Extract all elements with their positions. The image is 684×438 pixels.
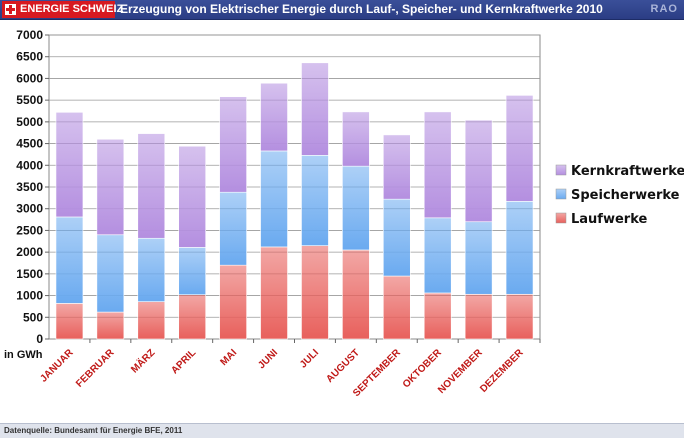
- y-tick-label: 7000: [16, 28, 43, 42]
- y-tick-label: 6500: [16, 50, 43, 64]
- bar-kernkraftwerke: [219, 96, 247, 193]
- bar-kernkraftwerke: [96, 138, 125, 236]
- y-axis-label: in GWh: [4, 349, 43, 361]
- y-tick-label: 2500: [16, 223, 43, 237]
- x-tick-label: JANUAR: [38, 347, 76, 385]
- x-tick-label: APRIL: [169, 347, 198, 376]
- x-tick-label: MÄRZ: [128, 346, 158, 376]
- y-tick-label: 4500: [16, 137, 43, 151]
- bar-laufwerke: [55, 303, 84, 340]
- y-tick-label: 5500: [16, 93, 43, 107]
- x-tick-label: OKTOBER: [401, 347, 445, 391]
- x-tick-label: JULI: [298, 347, 321, 370]
- x-tick-label: AUGUST: [324, 347, 362, 385]
- title-text: Erzeugung von Elektrischer Energie durch…: [120, 2, 573, 16]
- bar-speicherwerke: [260, 150, 288, 248]
- footer-bar: Datenquelle: Bundesamt für Energie BFE, …: [0, 423, 684, 438]
- bar-laufwerke: [96, 311, 125, 340]
- bar-speicherwerke: [55, 216, 84, 304]
- bar-speicherwerke: [137, 237, 166, 302]
- y-tick-label: 1000: [16, 289, 43, 303]
- bar-kernkraftwerke: [342, 111, 370, 167]
- bar-speicherwerke: [219, 191, 247, 266]
- legend-label: Laufwerke: [571, 212, 648, 227]
- x-tick-label: DEZEMBER: [478, 347, 526, 395]
- header-bar: ENERGIE SCHWEIZ Erzeugung von Elektrisch…: [0, 0, 684, 20]
- bar-speicherwerke: [505, 201, 534, 295]
- stacked-bar-chart: 0 500 1000 1500 2000 2500 3000 3500 4000 4500 5000…: [4, 28, 684, 399]
- swiss-flag-icon: [5, 4, 16, 15]
- y-tick-label: 500: [23, 310, 43, 324]
- bar-kernkraftwerke: [137, 133, 166, 239]
- bar-speicherwerke: [423, 217, 452, 294]
- y-tick-label: 3500: [16, 180, 43, 194]
- bar-laufwerke: [260, 246, 288, 340]
- bar-laufwerke: [301, 245, 329, 340]
- x-tick-label: FEBRUAR: [74, 347, 117, 390]
- y-tick-label: 6000: [16, 71, 43, 85]
- legend-swatch: [555, 188, 567, 200]
- x-tick-label: NOVEMBER: [436, 347, 485, 396]
- bar-kernkraftwerke: [178, 145, 207, 248]
- y-tick-label: 0: [36, 332, 43, 346]
- bar-speicherwerke: [178, 247, 207, 296]
- bar-speicherwerke: [342, 165, 370, 251]
- legend-label: Kernkraftwerke: [571, 164, 684, 179]
- bar-speicherwerke: [382, 198, 411, 277]
- y-tick-label: 5000: [16, 115, 43, 129]
- energie-schweiz-logo: ENERGIE SCHWEIZ: [2, 1, 123, 18]
- y-tick-label: 1500: [16, 267, 43, 281]
- bar-kernkraftwerke: [423, 111, 452, 219]
- bar-laufwerke: [505, 293, 534, 340]
- bar-speicherwerke: [96, 234, 125, 313]
- x-tick-label: JUNI: [256, 347, 280, 371]
- rao-logo: RAO: [650, 3, 678, 15]
- legend-label: Speicherwerke: [571, 188, 680, 203]
- bar-laufwerke: [423, 292, 452, 340]
- bar-laufwerke: [178, 294, 207, 340]
- bar-laufwerke: [342, 249, 370, 340]
- legend-swatch: [555, 212, 567, 224]
- bar-kernkraftwerke: [382, 134, 411, 200]
- x-tick-label: MAI: [218, 347, 239, 368]
- bar-laufwerke: [137, 301, 166, 340]
- chart-title: Erzeugung von Elektrischer Energie durch…: [120, 0, 603, 19]
- data-source: Datenquelle: Bundesamt für Energie BFE, …: [4, 426, 183, 435]
- title-year: 2010: [576, 2, 603, 16]
- bar-kernkraftwerke: [55, 112, 84, 218]
- bar-kernkraftwerke: [464, 119, 493, 223]
- bar-kernkraftwerke: [505, 95, 534, 202]
- bar-laufwerke: [219, 264, 247, 340]
- y-tick-label: 2000: [16, 245, 43, 259]
- y-tick-label: 3000: [16, 202, 43, 216]
- bar-laufwerke: [382, 275, 411, 340]
- y-tick-label: 4000: [16, 158, 43, 172]
- bar-kernkraftwerke: [260, 82, 288, 152]
- bar-kernkraftwerke: [301, 62, 329, 156]
- bar-speicherwerke: [301, 154, 329, 246]
- bar-laufwerke: [464, 293, 493, 340]
- brand-label: ENERGIE SCHWEIZ: [20, 3, 124, 15]
- bar-speicherwerke: [464, 221, 493, 295]
- legend-swatch: [555, 164, 567, 176]
